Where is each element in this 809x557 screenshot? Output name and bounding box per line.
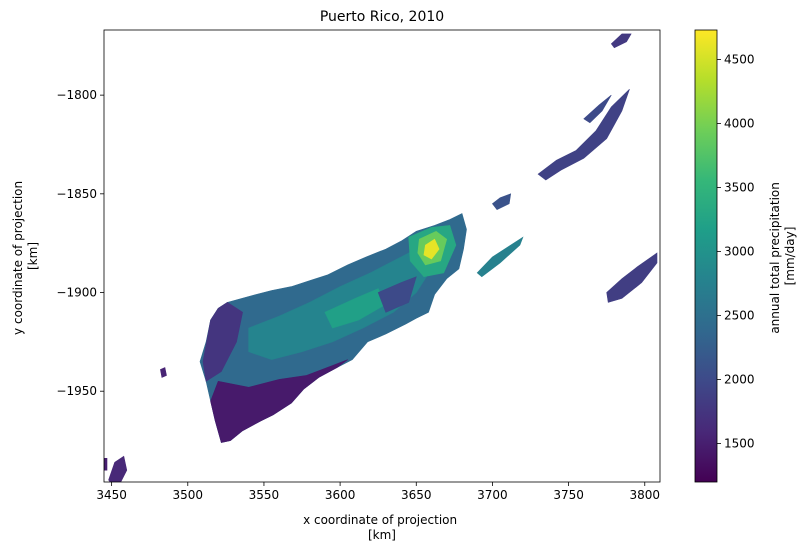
colorbar-tick-label: 2500 (724, 309, 755, 323)
colorbar-axis: 1500 2000 2500 3000 3500 4000 4500 (717, 52, 755, 451)
x-tick-label: 3600 (325, 488, 356, 502)
colorbar-tick-label: 3000 (724, 245, 755, 259)
x-tick-label: 3500 (173, 488, 204, 502)
colorbar-tick-label: 3500 (724, 180, 755, 194)
colorbar-label: annual total precipitation [mm/day] (768, 178, 797, 333)
virgin-islands-chain (537, 88, 630, 181)
central-mountains (248, 244, 432, 360)
x-tick-label: 3450 (96, 488, 127, 502)
y-tick-label: −1850 (56, 187, 97, 201)
el-yunque-peak (423, 238, 440, 260)
colorbar-tick-label: 4500 (724, 52, 755, 66)
x-tick-label: 3650 (401, 488, 432, 502)
colorbar-tick-label: 2000 (724, 373, 755, 387)
east-lowland (377, 276, 417, 313)
colorbar (694, 29, 718, 483)
y-tick-label: −1900 (56, 286, 97, 300)
y-tick-label: −1950 (56, 384, 97, 398)
y-tick-label: −1800 (56, 88, 97, 102)
small-cay (491, 193, 512, 210)
x-axis: 3450 3500 3550 3600 3650 3700 3750 3800 (96, 482, 660, 502)
vieques-island (606, 252, 658, 303)
x-axis-label: x coordinate of projection [km] (303, 513, 461, 542)
chart-title: Puerto Rico, 2010 (320, 9, 444, 25)
dry-south-coast (210, 359, 348, 443)
northern-cay (610, 33, 632, 49)
x-tick-label: 3700 (477, 488, 508, 502)
precipitation-map (104, 33, 658, 482)
plot-frame (103, 29, 661, 483)
west-coast (202, 302, 243, 382)
virgin-islands-cay (583, 94, 612, 124)
colorbar-tick-label: 4000 (724, 116, 755, 130)
y-axis: −1800 −1850 −1900 −1950 (56, 88, 104, 398)
colorbar-tick-label: 1500 (724, 437, 755, 451)
culebra-island (476, 236, 524, 278)
desecheo-island (160, 367, 167, 378)
y-axis-label: y coordinate of projection [km] (11, 177, 40, 335)
x-tick-label: 3750 (553, 488, 584, 502)
x-tick-label: 3550 (249, 488, 280, 502)
x-tick-label: 3800 (629, 488, 660, 502)
mona-island (108, 455, 128, 482)
edge-islet (104, 457, 108, 471)
